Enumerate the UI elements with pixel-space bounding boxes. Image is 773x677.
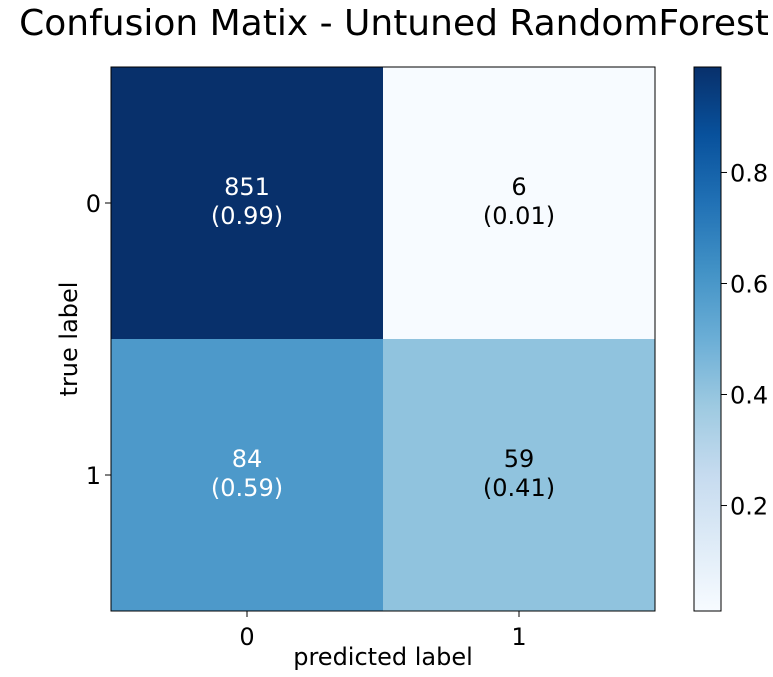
cell-count-label: 59: [504, 445, 535, 473]
cell-ratio-label: (0.41): [483, 474, 555, 502]
heatmap-cells: 851(0.99) 6(0.01) 84(0.59) 59(0.41): [111, 67, 655, 611]
colorbar: [693, 66, 722, 612]
colorbar-tick-label: 0.8: [730, 159, 768, 187]
y-axis-ticks: 01: [86, 190, 111, 490]
x-axis-label: predicted label: [293, 643, 473, 671]
cell-ratio-label: (0.99): [211, 202, 283, 230]
y-axis-label: true label: [55, 282, 83, 397]
colorbar-tick-label: 0.6: [730, 270, 768, 298]
cell-count-label: 84: [232, 445, 263, 473]
colorbar-ticks: 0.2 0.4 0.6 0.8: [721, 159, 768, 521]
y-tick-label: 0: [86, 190, 101, 218]
heatmap-cell: [111, 339, 383, 611]
heatmap-cell: [383, 339, 655, 611]
cell-count-label: 6: [511, 173, 526, 201]
y-tick-label: 1: [86, 462, 101, 490]
cell-count-label: 851: [224, 173, 270, 201]
x-tick-label: 1: [511, 623, 526, 651]
colorbar-tick-label: 0.2: [730, 493, 768, 521]
plot-frame: [110, 66, 656, 612]
colorbar-tick-label: 0.4: [730, 382, 768, 410]
x-tick-label: 0: [239, 623, 254, 651]
heatmap-cell: [111, 67, 383, 339]
cell-ratio-label: (0.01): [483, 202, 555, 230]
heatmap-cell: [383, 67, 655, 339]
cell-ratio-label: (0.59): [211, 474, 283, 502]
chart-title: Confusion Matix - Untuned RandomForest: [19, 3, 769, 44]
